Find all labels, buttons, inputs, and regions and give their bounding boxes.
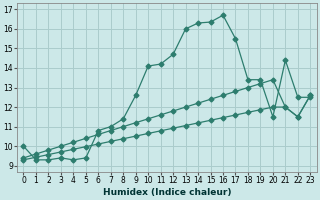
X-axis label: Humidex (Indice chaleur): Humidex (Indice chaleur): [103, 188, 231, 197]
